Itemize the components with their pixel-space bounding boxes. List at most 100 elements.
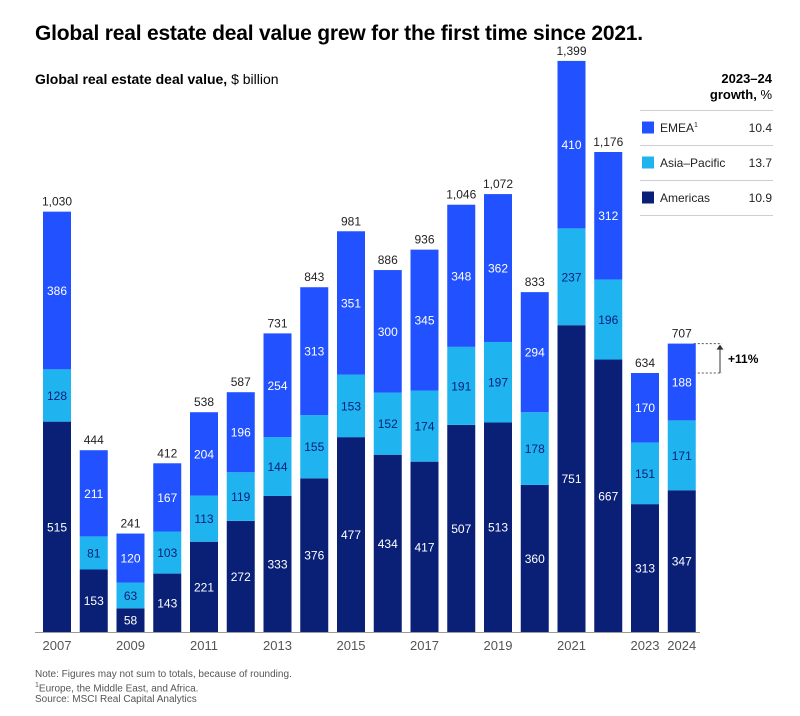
bar-segment-americas-2023 bbox=[631, 504, 659, 632]
bar-segment-americas-2007 bbox=[43, 421, 71, 632]
x-tick-label: 2023 bbox=[631, 638, 660, 653]
bar-value-label: 144 bbox=[267, 460, 287, 474]
bar-value-label: 153 bbox=[84, 594, 104, 608]
bar-segment-emea-2007 bbox=[43, 211, 71, 370]
bar-segment-asia-pacific-2021 bbox=[557, 228, 586, 326]
bar-segment-americas-2018 bbox=[447, 424, 476, 632]
bar-value-label: 167 bbox=[157, 491, 177, 505]
bar-value-label: 81 bbox=[87, 546, 101, 560]
bar-value-label: 63 bbox=[124, 589, 138, 603]
bar-value-label: 254 bbox=[267, 379, 287, 393]
bar-value-label: 348 bbox=[451, 269, 471, 283]
bar-segment-asia-pacific-2023 bbox=[631, 442, 659, 505]
growth-header: 2023–24 growth, % bbox=[710, 71, 772, 103]
bar-value-label: 507 bbox=[451, 522, 471, 536]
bar-segment-asia-pacific-2015 bbox=[337, 374, 365, 438]
footnote-emea: 1Europe, the Middle East, and Africa. bbox=[35, 682, 199, 695]
chart-subtitle: Global real estate deal value, $ billion bbox=[35, 71, 279, 87]
bar-segment-asia-pacific-2020 bbox=[520, 412, 549, 485]
bar-value-label: 300 bbox=[378, 325, 398, 339]
bar-total-label: 833 bbox=[525, 275, 545, 289]
bar-value-label: 211 bbox=[84, 487, 103, 501]
bar-value-label: 120 bbox=[120, 552, 140, 566]
bar-value-label: 477 bbox=[341, 528, 361, 542]
bar-value-label: 170 bbox=[635, 401, 655, 415]
bar-value-label: 143 bbox=[157, 596, 177, 610]
x-tick-label: 2011 bbox=[190, 638, 218, 653]
bar-segment-asia-pacific-2022 bbox=[594, 279, 623, 360]
bar-value-label: 196 bbox=[598, 313, 618, 327]
bar-value-label: 221 bbox=[194, 580, 214, 594]
bar-value-label: 204 bbox=[194, 447, 214, 461]
bar-segment-americas-2013 bbox=[263, 495, 292, 632]
bar-value-label: 360 bbox=[525, 552, 545, 566]
bar-segment-americas-2009 bbox=[116, 608, 145, 632]
bar-value-label: 197 bbox=[488, 376, 508, 390]
growth-arrow-head bbox=[716, 344, 724, 350]
legend-swatch bbox=[642, 121, 654, 134]
x-tick-label: 2024 bbox=[667, 638, 696, 653]
bar-value-label: 313 bbox=[635, 562, 655, 576]
bar-value-label: 434 bbox=[378, 537, 398, 551]
bar-segment-asia-pacific-2013 bbox=[263, 437, 292, 496]
bar-segment-asia-pacific-2024 bbox=[667, 420, 696, 491]
bar-value-label: 345 bbox=[414, 314, 434, 328]
bar-segment-asia-pacific-2007 bbox=[43, 369, 71, 422]
bar-total-label: 843 bbox=[304, 270, 324, 284]
bar-value-label: 513 bbox=[488, 521, 508, 535]
bar-segment-emea-2016 bbox=[373, 270, 402, 393]
bar-segment-americas-2012 bbox=[226, 520, 255, 632]
subtitle-bold: Global real estate deal value, bbox=[35, 71, 228, 87]
bar-segment-americas-2015 bbox=[337, 437, 365, 632]
bar-segment-emea-2015 bbox=[337, 231, 365, 375]
bar-total-label: 412 bbox=[157, 446, 177, 460]
bar-total-label: 444 bbox=[84, 433, 104, 447]
bar-segment-asia-pacific-2019 bbox=[484, 341, 512, 423]
bar-value-label: 667 bbox=[598, 489, 618, 503]
bar-value-label: 272 bbox=[231, 570, 251, 584]
bar-value-label: 515 bbox=[47, 520, 67, 534]
x-tick-label: 2019 bbox=[484, 638, 513, 653]
growth-header-label: growth, % bbox=[709, 87, 772, 102]
source-text: Source: MSCI Real Capital Analytics bbox=[35, 694, 197, 706]
bar-value-label: 347 bbox=[672, 555, 692, 569]
bar-total-label: 1,072 bbox=[483, 177, 513, 191]
growth-annotation-label: +11% bbox=[728, 352, 759, 366]
bar-segment-emea-2012 bbox=[226, 392, 255, 473]
bar-segment-asia-pacific-2008 bbox=[79, 536, 108, 570]
bar-total-label: 1,030 bbox=[42, 195, 72, 209]
x-tick-label: 2015 bbox=[337, 638, 366, 653]
x-tick-label: 2017 bbox=[410, 638, 439, 653]
bar-value-label: 376 bbox=[304, 549, 324, 563]
bar-value-label: 113 bbox=[194, 512, 213, 526]
bar-segment-emea-2024 bbox=[667, 343, 696, 421]
bar-value-label: 417 bbox=[414, 540, 434, 554]
legend-label: Asia–Pacific bbox=[660, 156, 725, 170]
legend-label: Americas bbox=[660, 191, 710, 205]
legend-growth-value: 10.9 bbox=[749, 191, 773, 205]
bar-total-label: 587 bbox=[231, 375, 251, 389]
bar-value-label: 351 bbox=[341, 296, 361, 310]
bar-segment-emea-2023 bbox=[631, 373, 659, 443]
bar-value-label: 151 bbox=[635, 467, 655, 481]
bar-total-label: 538 bbox=[194, 395, 214, 409]
bar-segment-emea-2009 bbox=[116, 533, 145, 583]
bar-value-label: 410 bbox=[561, 138, 581, 152]
bar-value-label: 155 bbox=[304, 440, 324, 454]
bar-total-label: 731 bbox=[267, 316, 287, 330]
bar-value-label: 178 bbox=[525, 442, 545, 456]
bar-segment-emea-2014 bbox=[300, 287, 329, 416]
bar-value-label: 191 bbox=[451, 379, 471, 393]
bar-total-label: 707 bbox=[672, 327, 692, 341]
bar-segment-americas-2011 bbox=[190, 541, 218, 632]
bar-segment-emea-2008 bbox=[79, 450, 108, 537]
bar-total-label: 241 bbox=[120, 517, 140, 531]
bar-total-label: 634 bbox=[635, 356, 655, 370]
bar-value-label: 362 bbox=[488, 262, 508, 276]
bar-segment-emea-2021 bbox=[557, 60, 586, 229]
bar-value-label: 386 bbox=[47, 284, 67, 298]
bar-value-label: 152 bbox=[378, 417, 398, 431]
bar-value-label: 294 bbox=[525, 346, 545, 360]
bar-segment-americas-2024 bbox=[667, 490, 696, 632]
